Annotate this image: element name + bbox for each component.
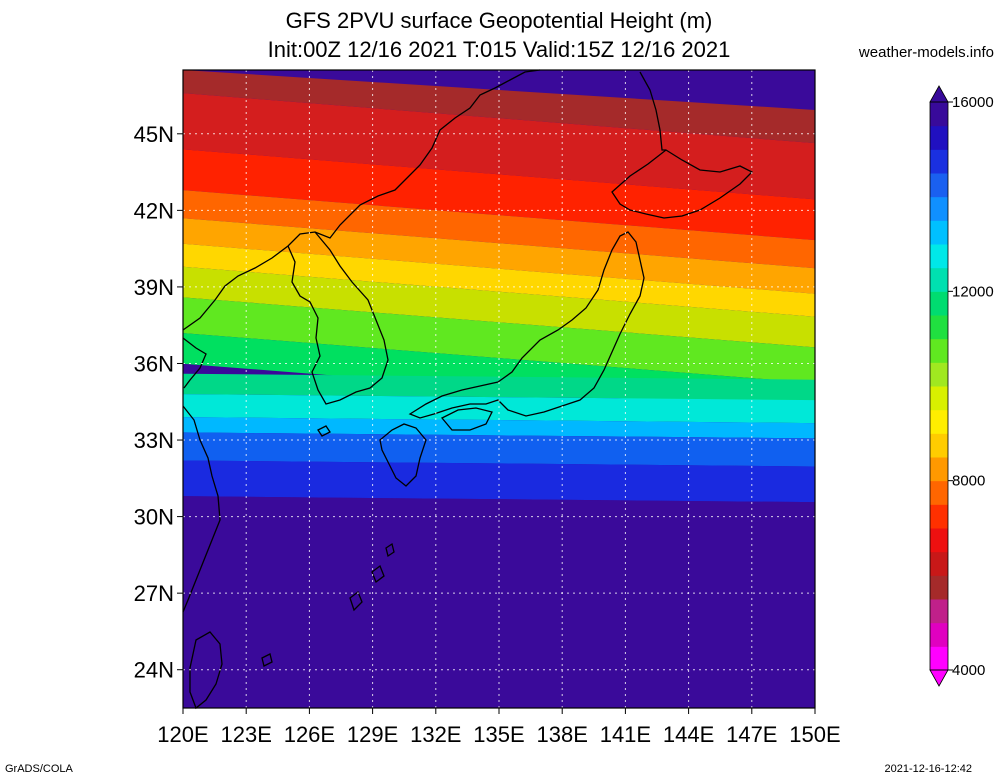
coastline-ryukyu-2 bbox=[371, 564, 385, 584]
colorbar-segment bbox=[930, 409, 948, 434]
colorbar-segment bbox=[930, 196, 948, 221]
colorbar-segment bbox=[930, 551, 948, 576]
lon-tick-label: 132E bbox=[410, 722, 461, 747]
coastline-jeju bbox=[317, 425, 331, 437]
colorbar-segment bbox=[930, 125, 948, 150]
lat-tick-label: 39N bbox=[134, 275, 174, 300]
colorbar-segment bbox=[930, 220, 948, 245]
lon-tick-label: 147E bbox=[726, 722, 777, 747]
coastline-mainland bbox=[182, 69, 541, 331]
lat-tick-labels: 45N 42N 39N 36N 33N 30N 27N 24N bbox=[134, 122, 183, 683]
coastline-taiwan bbox=[189, 631, 223, 710]
lon-tick-label: 144E bbox=[663, 722, 714, 747]
field-band bbox=[183, 373, 815, 401]
colorbar-segment bbox=[930, 315, 948, 340]
lat-tick-label: 42N bbox=[134, 198, 174, 223]
site-credit: weather-models.info bbox=[858, 44, 994, 61]
lon-tick-label: 141E bbox=[600, 722, 651, 747]
colorbar-segment bbox=[930, 362, 948, 387]
lon-tick-label: 126E bbox=[284, 722, 335, 747]
lat-tick-label: 45N bbox=[134, 122, 174, 147]
field-band bbox=[183, 417, 815, 439]
colorbar-segment bbox=[930, 338, 948, 363]
coastline-korea bbox=[287, 231, 389, 405]
colorbar-label: 4000 bbox=[952, 662, 985, 679]
footer-credit: GrADS/COLA bbox=[5, 763, 73, 775]
lat-tick-label: 24N bbox=[134, 658, 174, 683]
colorbar-segment bbox=[930, 504, 948, 529]
colorbar-segment bbox=[930, 480, 948, 505]
field-band bbox=[183, 218, 815, 294]
colorbar-segment bbox=[930, 244, 948, 269]
lon-tick-label: 135E bbox=[473, 722, 524, 747]
coastline-ryukyu-4 bbox=[261, 653, 273, 667]
coastline-layer bbox=[182, 69, 754, 710]
lon-tick-labels: 120E 123E 126E 129E 132E 135E 138E 141E 144E 147E… bbox=[157, 708, 841, 747]
coastline-kyushu bbox=[379, 423, 427, 487]
colorbar-segment bbox=[930, 622, 948, 647]
colorbar-frame bbox=[929, 101, 949, 671]
coastline-china-east bbox=[182, 337, 207, 389]
lon-tick-label: 150E bbox=[789, 722, 840, 747]
colorbar-segment bbox=[930, 599, 948, 624]
colorbar-segment bbox=[930, 267, 948, 292]
coastline-ryukyu-3 bbox=[385, 542, 395, 558]
coastline-china-south bbox=[182, 405, 221, 613]
colorbar-label: 12000 bbox=[952, 283, 994, 300]
lat-tick-label: 27N bbox=[134, 581, 174, 606]
coastline-honshu bbox=[408, 231, 645, 419]
field-band bbox=[183, 460, 815, 503]
chart-title-line1: GFS 2PVU surface Geopotential Height (m) bbox=[285, 8, 713, 33]
colorbar-segment bbox=[930, 433, 948, 458]
lat-tick-label: 30N bbox=[134, 505, 174, 530]
field-band bbox=[183, 190, 815, 269]
field-band bbox=[183, 149, 815, 241]
coastline-shikoku bbox=[440, 407, 493, 431]
lat-tick-label: 36N bbox=[134, 351, 174, 376]
lon-tick-label: 138E bbox=[537, 722, 588, 747]
lon-tick-label: 129E bbox=[347, 722, 398, 747]
coastline-ryukyu-1 bbox=[349, 590, 363, 612]
colorbar-segment bbox=[930, 457, 948, 482]
colorbar-segment bbox=[930, 528, 948, 553]
lon-tick-label: 120E bbox=[157, 722, 208, 747]
field-band bbox=[183, 394, 815, 424]
chart-title-line2: Init:00Z 12/16 2021 T:015 Valid:15Z 12/1… bbox=[267, 37, 731, 62]
colorbar-segment bbox=[930, 575, 948, 600]
colorbar-segment bbox=[930, 149, 948, 174]
colorbar-segment bbox=[930, 386, 948, 411]
colorbar-segment bbox=[930, 646, 948, 671]
lat-tick-label: 33N bbox=[134, 428, 174, 453]
footer-timestamp: 2021-12-16-12:42 bbox=[884, 763, 972, 775]
field-layer bbox=[183, 70, 815, 708]
colorbar-top-arrow bbox=[929, 85, 949, 103]
colorbar-label: 16000 bbox=[952, 94, 994, 111]
colorbar: 16000 12000 8000 4000 bbox=[929, 85, 994, 687]
colorbar-segment bbox=[930, 291, 948, 316]
field-band bbox=[183, 93, 815, 200]
lon-tick-label: 123E bbox=[221, 722, 272, 747]
field-band bbox=[183, 496, 815, 708]
coastline-hokkaido bbox=[611, 149, 754, 219]
colorbar-bottom-arrow bbox=[929, 669, 949, 687]
colorbar-segment bbox=[930, 102, 948, 127]
colorbar-segment bbox=[930, 173, 948, 198]
coastline-sakhalin bbox=[639, 71, 666, 151]
colorbar-label: 8000 bbox=[952, 473, 985, 490]
